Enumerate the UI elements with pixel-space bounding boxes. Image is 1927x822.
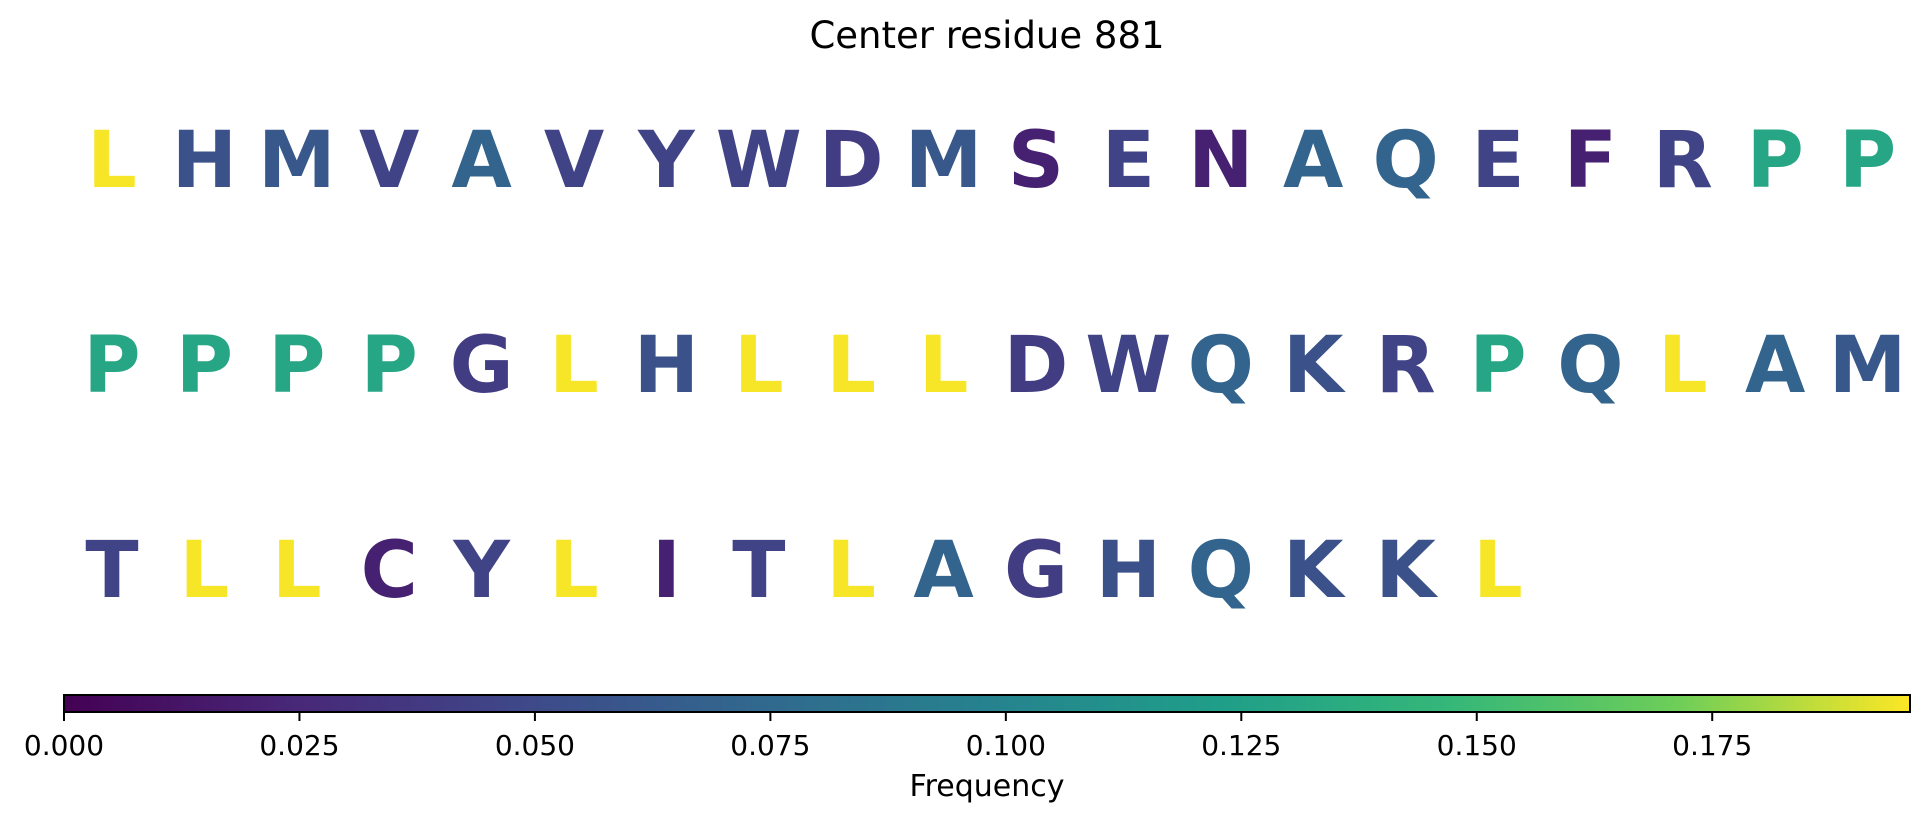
residue-letter: L xyxy=(826,321,876,411)
residue-letter: L xyxy=(826,526,876,616)
residue-letter: L xyxy=(1658,321,1708,411)
residue-letter: H xyxy=(172,116,237,206)
colorbar xyxy=(63,694,1911,713)
residue-letter: L xyxy=(180,526,230,616)
residue-letter: N xyxy=(1188,116,1253,206)
colorbar-tick-label: 0.000 xyxy=(24,729,104,762)
colorbar-label: Frequency xyxy=(910,769,1065,804)
colorbar-tick-label: 0.050 xyxy=(495,729,575,762)
residue-letter: K xyxy=(1375,526,1438,616)
residue-letter: P xyxy=(83,321,140,411)
residue-letter: Q xyxy=(1188,526,1254,616)
chart-title: Center residue 881 xyxy=(809,14,1164,57)
colorbar-tick-label: 0.100 xyxy=(966,729,1046,762)
residue-letter: G xyxy=(450,321,514,411)
colorbar-ticks: 0.000 0.025 0.050 0.075 0.100 0.125 0.150 0.175 xyxy=(24,712,1752,762)
residue-letter: P xyxy=(1747,116,1804,206)
residue-letter: L xyxy=(549,321,599,411)
residue-letter: H xyxy=(1096,526,1161,616)
residue-letter: L xyxy=(1473,526,1523,616)
residue-letter: V xyxy=(359,116,419,206)
residue-letter: T xyxy=(85,526,138,616)
colorbar-tick-label: 0.175 xyxy=(1672,729,1752,762)
residue-letter: Q xyxy=(1557,321,1623,411)
residue-letter: P xyxy=(268,321,325,411)
residue-letter: R xyxy=(1653,116,1713,206)
residue-letter: Q xyxy=(1372,116,1438,206)
residue-letter: Q xyxy=(1188,321,1254,411)
residue-letter: A xyxy=(1283,116,1343,206)
residue-letter: F xyxy=(1564,116,1617,206)
residue-letter: W xyxy=(716,116,802,206)
residue-letter: K xyxy=(1283,321,1346,411)
residue-letter: L xyxy=(549,526,599,616)
residue-letter: K xyxy=(1283,526,1346,616)
residue-letter: V xyxy=(544,116,604,206)
residue-letter: T xyxy=(732,526,785,616)
residue-letter: M xyxy=(905,116,983,206)
residue-letter: P xyxy=(361,321,418,411)
residue-letter: I xyxy=(652,526,681,616)
residue-letter: R xyxy=(1376,321,1436,411)
colorbar-tick-label: 0.150 xyxy=(1437,729,1517,762)
residue-letter: C xyxy=(361,526,418,616)
residue-letter: M xyxy=(258,116,336,206)
residue-letter: D xyxy=(1004,321,1069,411)
residue-letter: P xyxy=(176,321,233,411)
residue-letter: G xyxy=(1004,526,1068,616)
colorbar-tick-label: 0.125 xyxy=(1201,729,1281,762)
colorbar-tick-label: 0.025 xyxy=(259,729,339,762)
residue-letter: L xyxy=(87,116,137,206)
residue-letter: H xyxy=(634,321,699,411)
residue-letter: P xyxy=(1839,116,1896,206)
residue-letter: M xyxy=(1829,321,1907,411)
residue-letter: Y xyxy=(637,116,696,206)
residue-letter: Y xyxy=(452,526,511,616)
residue-letter: W xyxy=(1085,321,1171,411)
residue-letter: E xyxy=(1102,116,1155,206)
residue-letter: L xyxy=(734,321,784,411)
residue-letter: L xyxy=(919,321,969,411)
residue-letters: L H M V A V Y W D M S E N A Q E F R P PP P P P G L H L L L D W Q K R P Q L A M… xyxy=(83,116,1906,616)
residue-letter: D xyxy=(819,116,884,206)
colorbar-tick-label: 0.075 xyxy=(730,729,810,762)
residue-letter: A xyxy=(913,526,973,616)
residue-letter: L xyxy=(272,526,322,616)
residue-letter: E xyxy=(1471,116,1524,206)
residue-letter: A xyxy=(451,116,511,206)
residue-letter: S xyxy=(1008,116,1064,206)
residue-letter: A xyxy=(1745,321,1805,411)
residue-letter: P xyxy=(1469,321,1526,411)
